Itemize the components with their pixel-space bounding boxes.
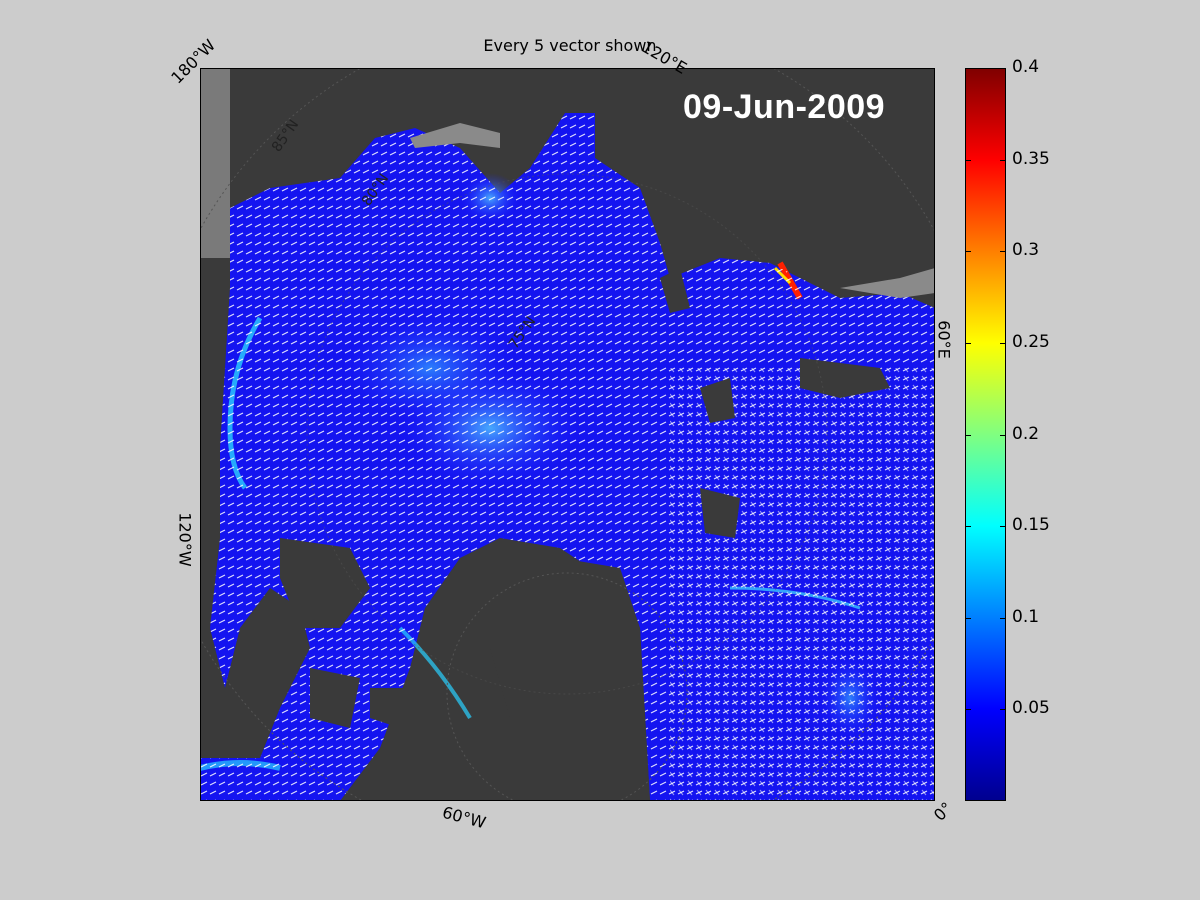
colorbar-tick-mark: [965, 251, 971, 253]
ice-drift-vectors: [670, 368, 935, 801]
shallow-shelf: [410, 123, 500, 148]
colorbar-tick-mark: [1000, 434, 1006, 436]
latitude-circle: [446, 572, 688, 801]
canadian-archipelago: [280, 538, 370, 628]
lon-label-120w: 120°W: [175, 512, 195, 567]
canadian-archipelago: [310, 668, 360, 728]
colorbar-tick-mark: [965, 709, 971, 711]
colorbar: [965, 68, 1006, 801]
colorbar-tick-mark: [965, 434, 971, 436]
colorbar-tick-mark: [1000, 617, 1006, 619]
colorbar-tick-label: 0.3: [1012, 240, 1040, 261]
colorbar-tick-mark: [965, 342, 971, 344]
date-label: 09-Jun-2009: [683, 88, 886, 126]
outside-region: [200, 68, 230, 258]
latitude-circle: [306, 173, 828, 695]
colorbar-tick-mark: [965, 617, 971, 619]
colorbar-tick-mark: [1000, 68, 1006, 69]
greenland: [490, 558, 650, 801]
colorbar-tick-mark: [1000, 159, 1006, 161]
colorbar-tick-mark: [965, 68, 971, 69]
lon-label-60e: 60°E: [934, 320, 954, 359]
colorbar-tick-mark: [1000, 709, 1006, 711]
shallow-shelf: [840, 268, 935, 298]
canadian-archipelago: [370, 688, 410, 728]
svalbard: [700, 488, 740, 538]
colorbar-tick-label: 0.15: [1012, 515, 1050, 536]
colorbar-tick-mark: [1000, 342, 1006, 344]
colorbar-tick-label: 0.35: [1012, 148, 1050, 169]
sea-ice-drift-map: [200, 68, 935, 801]
colorbar-tick-mark: [1000, 251, 1006, 253]
colorbar-tick-label: 0.4: [1012, 57, 1040, 77]
severnaya-zemlya: [660, 268, 690, 313]
colorbar-tick-mark: [965, 526, 971, 528]
colorbar-tick-mark: [965, 159, 971, 161]
lon-label-0: 0°: [929, 798, 957, 825]
colorbar-tick-label: 0.25: [1012, 331, 1050, 352]
colorbar-tick-mark: [1000, 526, 1006, 528]
colorbar-tick-label: 0.1: [1012, 606, 1040, 627]
colorbar-tick-label: 0.05: [1012, 698, 1050, 719]
franz-josef-land: [700, 378, 735, 423]
lon-label-60w: 60°W: [440, 802, 488, 833]
plot-title: Every 5 vector shown: [483, 36, 657, 55]
colorbar-tick-label: 0.2: [1012, 423, 1040, 444]
